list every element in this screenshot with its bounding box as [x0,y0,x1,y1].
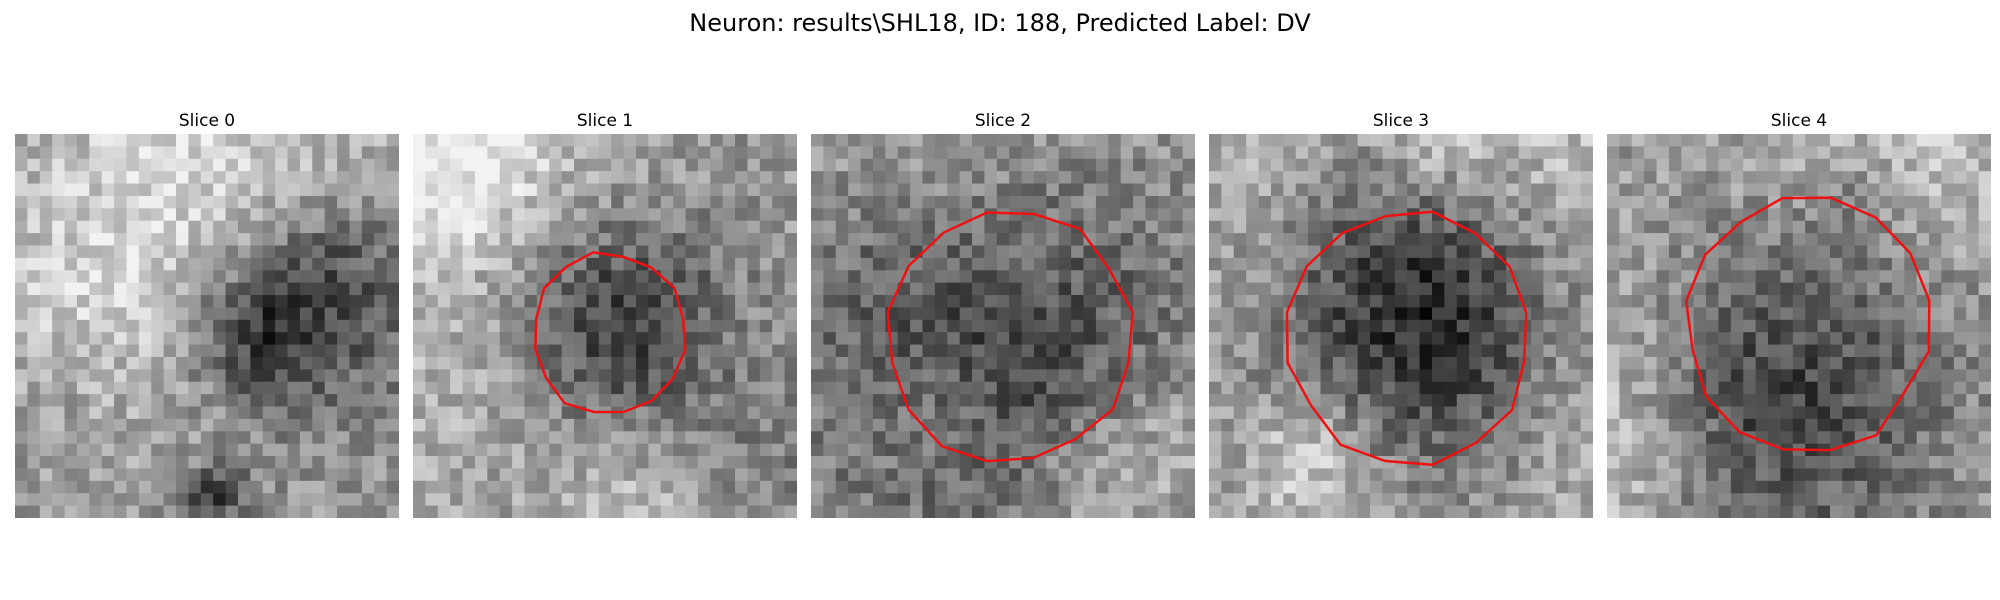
slice-title: Slice 2 [811,108,1195,134]
slice-panel-0: Slice 0 [15,108,399,518]
slice-image [15,134,399,518]
slice-image [413,134,797,518]
slice-image [1209,134,1593,518]
slice-panel-4: Slice 4 [1607,108,1991,518]
slice-panel-2: Slice 2 [811,108,1195,518]
slice-texture [15,134,399,518]
slice-texture [413,134,797,518]
figure-title: Neuron: results\SHL18, ID: 188, Predicte… [0,6,2000,40]
slice-title: Slice 4 [1607,108,1991,134]
slice-title: Slice 3 [1209,108,1593,134]
slice-image [811,134,1195,518]
slice-title: Slice 0 [15,108,399,134]
slice-texture [1209,134,1593,518]
slice-texture [1607,134,1991,518]
slice-title: Slice 1 [413,108,797,134]
slice-panel-3: Slice 3 [1209,108,1593,518]
slice-image [1607,134,1991,518]
slice-panel-1: Slice 1 [413,108,797,518]
